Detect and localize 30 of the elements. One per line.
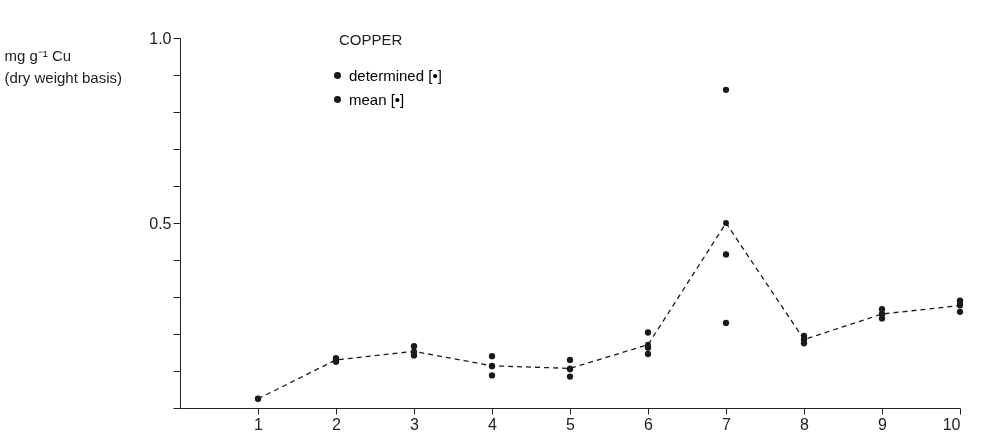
x-tick-label: 6 <box>644 415 654 433</box>
y-axis-title: mg g⁻¹ Cu (dry weight basis) <box>4 46 123 86</box>
point <box>644 350 652 358</box>
legend-label: mean [•] <box>349 90 405 108</box>
point <box>879 311 885 317</box>
x-tick-label: 5 <box>566 415 576 433</box>
x-tick-label: 1 <box>254 415 264 433</box>
point <box>566 356 574 364</box>
point <box>488 372 496 379</box>
x-tick-label: 3 <box>410 415 420 433</box>
legend-label: determined [•] <box>349 66 442 84</box>
point <box>722 319 730 327</box>
chart-title: COPPER <box>339 31 403 48</box>
x-tick-label: 7 <box>722 415 732 433</box>
point <box>644 329 652 336</box>
point <box>801 336 807 343</box>
point <box>722 86 730 93</box>
x-tick-label: 2 <box>332 415 342 433</box>
x-tick-label: 8 <box>800 415 810 433</box>
point <box>956 308 964 315</box>
point <box>722 251 730 258</box>
point <box>723 220 729 226</box>
x-tick-label: 10 <box>942 415 961 433</box>
x-tick-label: 9 <box>878 415 888 433</box>
point <box>488 353 496 360</box>
point <box>566 373 574 380</box>
y-tick-label: 1.0 <box>149 29 172 47</box>
y-tick-label: 0.5 <box>149 214 172 232</box>
point <box>255 395 261 402</box>
x-tick-label: 4 <box>488 415 498 433</box>
